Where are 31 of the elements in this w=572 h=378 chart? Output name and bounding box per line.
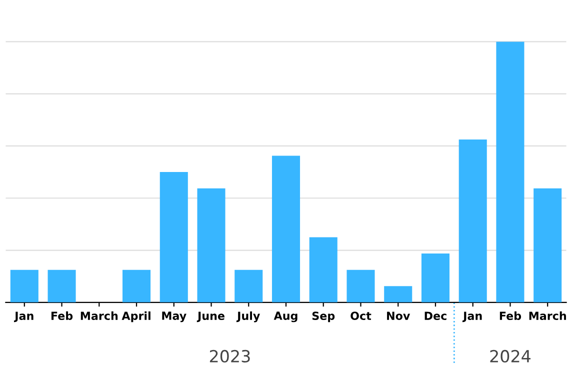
x-tick-label: Oct [350, 312, 372, 320]
x-tick-label: Feb [500, 311, 522, 320]
x-tick-label: Jan [462, 312, 482, 322]
x-tick-label: Feb [51, 311, 73, 320]
x-tick-label: Dec [424, 312, 446, 320]
x-tick-label: Aug [274, 312, 298, 322]
x-tick-label: Nov [387, 312, 410, 320]
text: 2024 [490, 350, 530, 363]
bar [384, 286, 412, 302]
bar [48, 270, 76, 302]
x-tick-label: March [80, 311, 118, 320]
bar [309, 237, 338, 302]
bar [458, 139, 487, 302]
text: 2023 [210, 350, 250, 363]
bar [10, 270, 38, 302]
bar [197, 188, 226, 302]
x-tick-label: May [162, 312, 186, 322]
bar [234, 270, 263, 302]
bar [272, 156, 300, 302]
bar [346, 270, 375, 302]
bar [496, 42, 524, 302]
bar [421, 254, 450, 302]
x-tick-label: July [236, 311, 260, 322]
bar [122, 270, 151, 302]
x-tick-label: Jan [14, 312, 34, 322]
x-tick-label: June [196, 312, 224, 322]
x-tick-label: Sep [312, 312, 335, 322]
bar [534, 188, 562, 302]
bar [160, 172, 188, 302]
x-tick-label: March [529, 311, 566, 320]
x-tick-label: April [122, 311, 150, 322]
